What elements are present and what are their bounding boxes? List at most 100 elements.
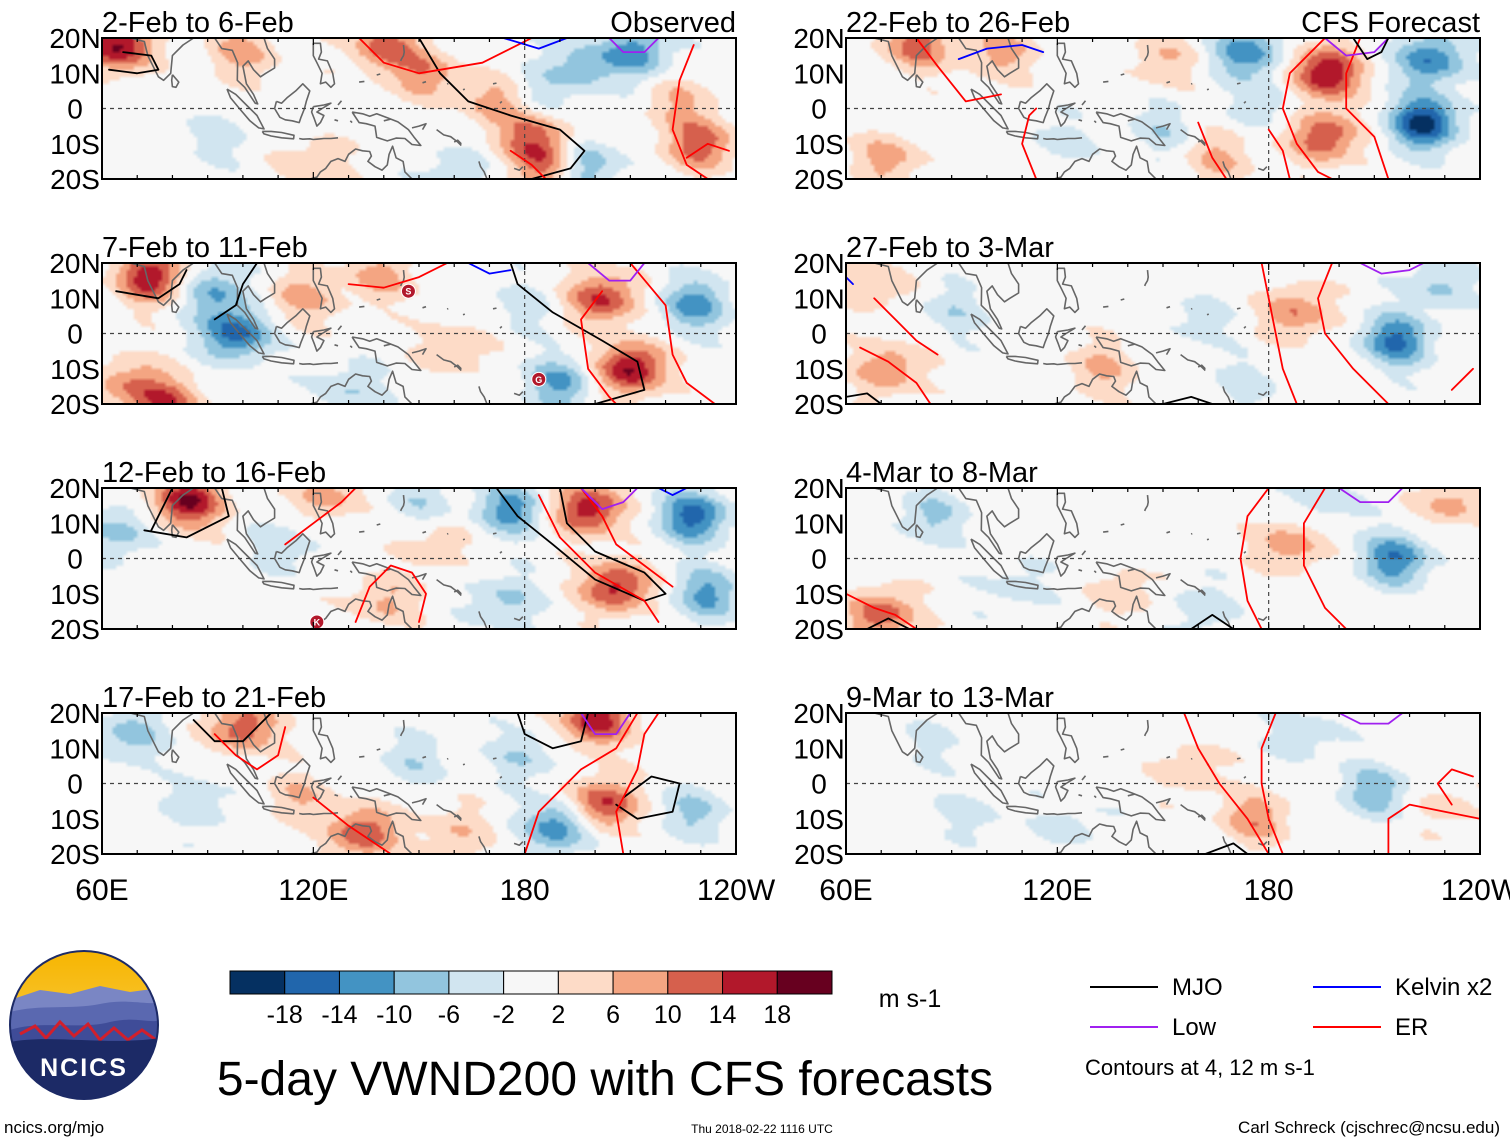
coastline [383, 343, 391, 347]
coastline [1127, 343, 1135, 347]
y-tick-label: 10S [794, 129, 844, 160]
coastline [358, 755, 365, 758]
coastline [914, 299, 924, 314]
coastline [874, 263, 939, 307]
colorbar-label: -14 [321, 1001, 357, 1029]
mjo-contour [1352, 38, 1390, 60]
coastline [1257, 391, 1268, 396]
coastline [1081, 775, 1087, 781]
er-contour [1345, 38, 1390, 179]
coastline [958, 713, 1020, 780]
y-tick-label: 20S [794, 839, 844, 870]
coastline [1219, 856, 1224, 861]
coastline [299, 137, 339, 141]
colorbar-swatch [284, 970, 340, 995]
coastline [411, 347, 427, 356]
coastline [376, 298, 381, 301]
y-tick-label: 10S [794, 354, 844, 385]
coastline [1243, 100, 1247, 104]
low-contour [1338, 488, 1404, 503]
low-contour [587, 263, 646, 282]
contours [143, 488, 688, 623]
y-tick-label: 20S [50, 389, 100, 420]
mjo-contour [1190, 614, 1235, 629]
ncics-logo: NCICS [9, 950, 159, 1100]
coastline [1056, 42, 1080, 89]
coastlines [874, 38, 1268, 179]
er-contour [1436, 768, 1474, 806]
y-tick-label: 0 [811, 769, 827, 800]
contour-note: Contours at 4, 12 m s-1 [1085, 1055, 1315, 1080]
y-tick-label: 10N [49, 733, 100, 764]
coastline [914, 74, 924, 89]
timestamp: Thu 2018-02-22 1116 UTC [691, 1122, 833, 1136]
x-tick-label: 120W [697, 874, 776, 907]
er-contour [873, 297, 939, 356]
panel-observed-1: 2-Feb to 6-Feb Observed 20N 10N 0 10S 20S [49, 7, 737, 195]
coastline [492, 757, 497, 760]
coastline [492, 82, 497, 85]
storm-code: S [405, 287, 411, 297]
coastline [358, 80, 365, 83]
coastline [970, 538, 1009, 580]
coastline [1219, 631, 1224, 636]
coastline [349, 345, 353, 349]
coastline [436, 803, 462, 822]
mjo-contour [1204, 842, 1249, 854]
er-contour [312, 796, 392, 854]
colorbar-units-label: m s-1 [879, 985, 942, 1013]
coastline [1120, 748, 1125, 751]
coastline [1120, 298, 1125, 301]
coastline [1143, 270, 1149, 287]
mjo-contour [516, 713, 589, 750]
panel-title: 2-Feb to 6-Feb [102, 7, 294, 39]
coastline [1236, 532, 1241, 535]
colorbar-swatch [448, 970, 505, 995]
coastline [312, 267, 336, 314]
colorbar-label: -10 [376, 1001, 412, 1029]
coastline [1043, 812, 1083, 816]
coastline [310, 102, 332, 127]
source-url[interactable]: ncics.org/mjo [4, 1118, 104, 1137]
coastline [334, 569, 339, 572]
mjo-contour [1162, 396, 1214, 404]
coastline [310, 552, 332, 577]
coastline [226, 538, 265, 580]
coastline [914, 524, 924, 539]
mjo-contour [108, 51, 160, 75]
x-tick-label: 180 [500, 874, 550, 907]
coastline [1093, 795, 1097, 799]
y-tick-label: 0 [67, 319, 83, 350]
coastline [399, 719, 405, 737]
x-tick-label: 180 [1244, 874, 1294, 907]
coastline [349, 120, 353, 124]
coastline [214, 263, 276, 330]
coastline [1197, 364, 1206, 370]
storm-code: G [535, 375, 542, 385]
coastline [383, 118, 391, 122]
er-contour [347, 263, 449, 289]
coastline [130, 263, 195, 307]
y-tick-label: 20N [793, 248, 844, 279]
coastline [349, 795, 353, 799]
coastline [1206, 538, 1210, 541]
panel-title: 12-Feb to 16-Feb [102, 457, 326, 489]
coastline [1095, 786, 1166, 822]
coastline [315, 245, 320, 256]
coastline [1054, 102, 1076, 127]
er-contour [1317, 263, 1390, 404]
y-tick-label: 20S [50, 164, 100, 195]
coastline [261, 355, 295, 365]
kelvin-contour [657, 488, 688, 496]
coastline [337, 100, 343, 106]
coastline [436, 353, 462, 372]
coastline [475, 631, 480, 636]
mjo-contour [846, 392, 883, 404]
coastline [478, 836, 488, 854]
panel-title: 22-Feb to 26-Feb [846, 7, 1070, 39]
coastline [1043, 587, 1083, 591]
coastline [358, 530, 365, 533]
coastline [130, 488, 195, 532]
er-contour [629, 263, 716, 404]
